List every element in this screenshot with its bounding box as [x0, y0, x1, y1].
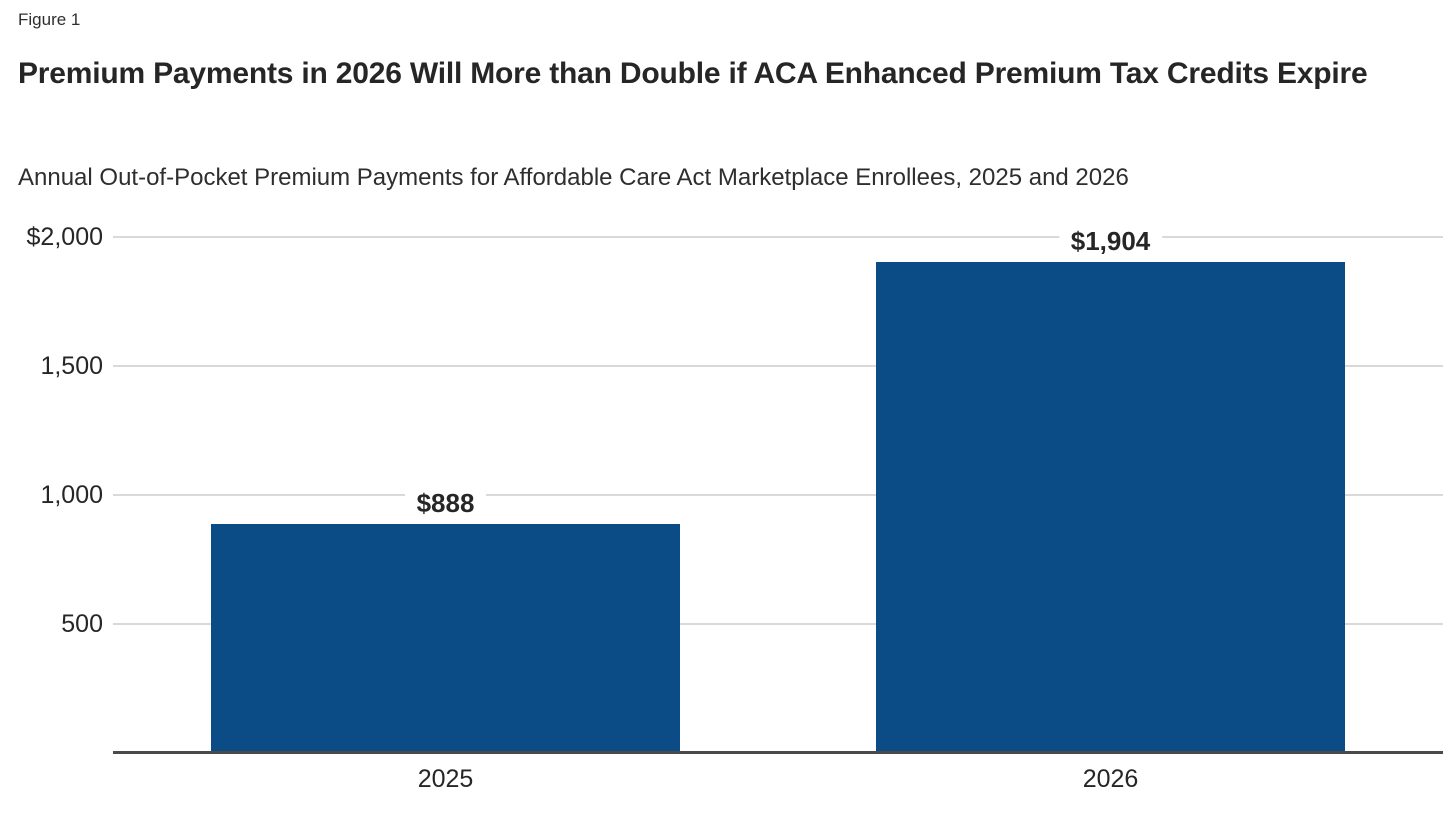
- y-tick-label: $2,000: [26, 223, 103, 251]
- bar-value-label: $1,904: [1058, 223, 1163, 258]
- x-axis-line: [113, 751, 1443, 754]
- x-tick-label: 2025: [417, 765, 474, 793]
- y-tick-label: 1,500: [40, 352, 103, 380]
- x-tick-label: 2026: [1082, 765, 1139, 793]
- bar-2026: [876, 261, 1345, 753]
- gridline: [113, 623, 1443, 625]
- y-axis-labels: $2,000 1,500 1,000 500: [0, 224, 103, 753]
- chart-title: Premium Payments in 2026 Will More than …: [18, 57, 1368, 90]
- gridline: [113, 236, 1443, 238]
- bar-2025: [211, 523, 680, 753]
- plot-area: $888 2025 $1,904 2026: [113, 223, 1443, 793]
- y-tick-label: 1,000: [40, 481, 103, 509]
- y-tick-label: 500: [61, 610, 103, 638]
- gridline: [113, 365, 1443, 367]
- figure-label: Figure 1: [18, 10, 81, 29]
- bar-value-label: $888: [404, 485, 487, 520]
- gridline: [113, 494, 1443, 496]
- chart-subtitle: Annual Out-of-Pocket Premium Payments fo…: [18, 164, 1129, 191]
